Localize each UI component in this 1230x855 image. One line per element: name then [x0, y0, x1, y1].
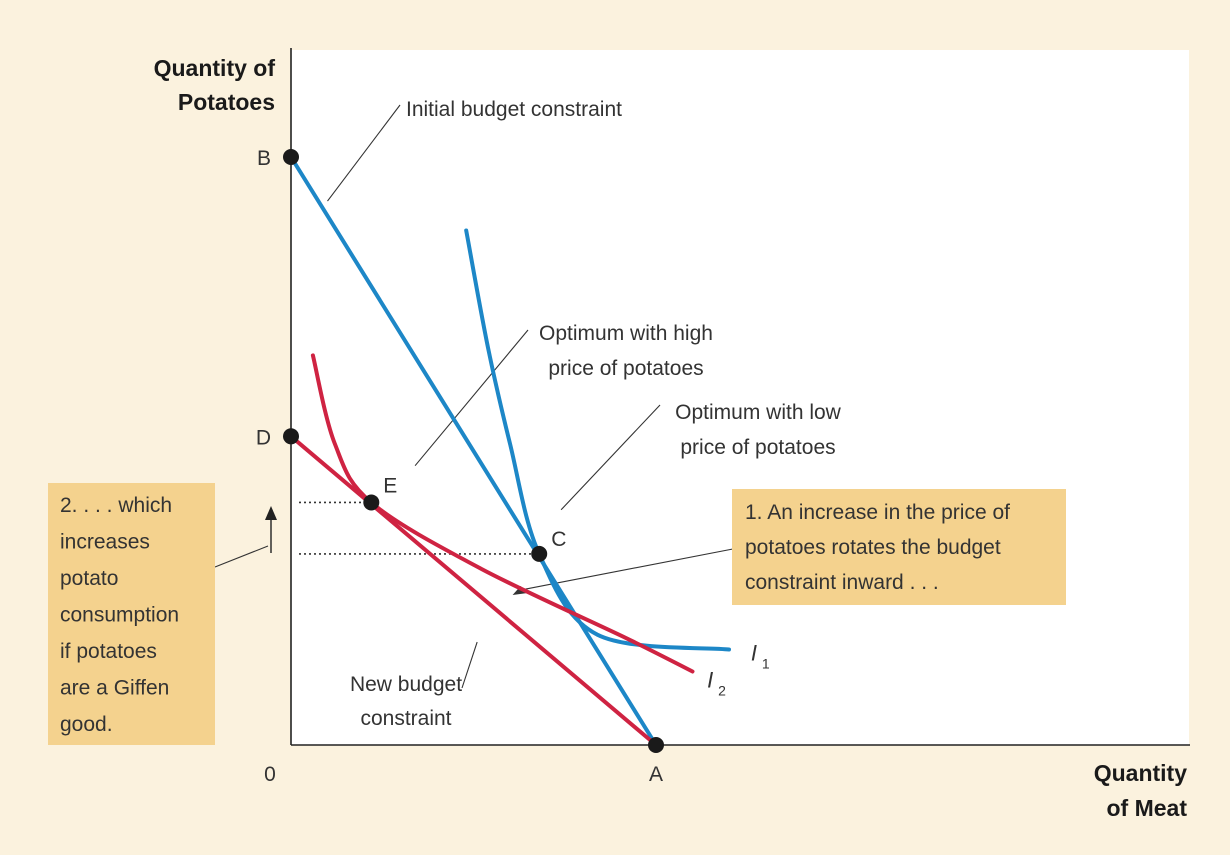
annotation-1-line-0: Optimum with high: [539, 322, 713, 345]
annotation-1-line-1: price of potatoes: [548, 357, 703, 380]
curve-label-0-main: I: [751, 640, 757, 665]
x-axis-title-line-2: of Meat: [1107, 795, 1188, 821]
leader-optimum-high: [414, 329, 529, 467]
annotation-0-line-0: Initial budget constraint: [406, 98, 622, 121]
plot-area: [291, 50, 1189, 745]
series-0-curve: [289, 155, 658, 747]
box-1-line-0: 2. . . . which: [60, 494, 172, 517]
box-0-line-2: constraint inward . . .: [745, 571, 939, 594]
annotation-2-line-0: Optimum with low: [675, 401, 842, 424]
leader-initial-budget: [327, 104, 401, 202]
point-A: [648, 737, 664, 753]
curve-label-1-sub: 2: [718, 683, 726, 699]
leader-new-budget: [461, 641, 478, 689]
point-label-A: A: [649, 763, 663, 786]
point-label-D: D: [256, 426, 271, 449]
point-label-E: E: [383, 474, 397, 497]
series-3-curve: [310, 353, 695, 674]
point-E: [363, 494, 380, 511]
leader-box-2: [214, 545, 269, 568]
point-B: [283, 149, 299, 165]
points: [283, 149, 664, 753]
box-1-line-6: good.: [60, 713, 113, 736]
point-label-C: C: [551, 528, 566, 551]
box-1-line-4: if potatoes: [60, 640, 157, 663]
curves: [289, 155, 731, 747]
series-2-curve: [464, 228, 731, 652]
origin-label: 0: [264, 763, 276, 786]
annotation-boxes: 1. An increase in the price of potatoes r…: [48, 483, 1066, 745]
box-1-line-3: consumption: [60, 604, 179, 627]
curve-label-0-sub: 1: [762, 655, 770, 671]
point-C: [531, 545, 548, 562]
box-1-line-1: increases: [60, 531, 150, 554]
curve-label-1-main: I: [707, 668, 713, 693]
point-D: [283, 428, 299, 445]
box-0: [732, 489, 1066, 605]
series-1-curve: [289, 434, 658, 747]
box-1-line-2: potato: [60, 567, 118, 590]
y-axis-title-line-2: Potatoes: [178, 89, 275, 115]
labels: Quantity of Potatoes Quantity of Meat 0 B D E C A…: [154, 55, 1188, 821]
box-0-line-0: 1. An increase in the price of: [745, 501, 1010, 524]
x-axis-title-line-1: Quantity: [1094, 760, 1187, 786]
leader-optimum-low: [560, 404, 661, 511]
annotation-2-line-1: price of potatoes: [680, 436, 835, 459]
box-1: [48, 483, 215, 745]
y-axis-title-line-1: Quantity of: [154, 55, 276, 81]
annotation-3-line-1: constraint: [360, 707, 451, 730]
arrow-head: [265, 506, 277, 520]
box-0-line-1: potatoes rotates the budget: [745, 536, 1001, 559]
dotted-guides: [299, 501, 540, 555]
annotation-3-line-0: New budget: [350, 673, 462, 696]
point-label-B: B: [257, 147, 271, 170]
box-1-line-5: are a Giffen: [60, 677, 169, 700]
